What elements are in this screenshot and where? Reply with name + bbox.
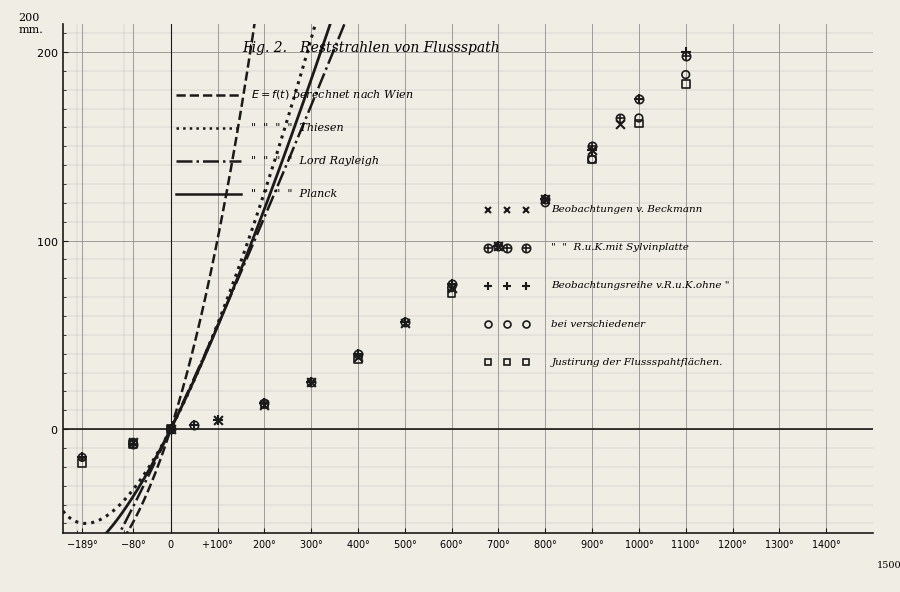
Point [187, 420, 202, 430]
Point [211, 415, 225, 424]
Point [211, 415, 225, 424]
Point [445, 279, 459, 289]
Point [126, 439, 140, 449]
Point [304, 377, 319, 387]
Point [257, 400, 272, 409]
Point [164, 424, 178, 434]
Text: "  "  "  "  Planck: " " " " Planck [251, 189, 338, 200]
Point [398, 317, 412, 326]
Point [585, 145, 599, 155]
Point [491, 242, 506, 251]
Point [538, 198, 553, 208]
Point [585, 155, 599, 164]
Text: 1500: 1500 [877, 561, 900, 570]
Point [126, 437, 140, 447]
Point [351, 349, 365, 358]
Text: "  "  "  "  Thiesen: " " " " Thiesen [251, 123, 344, 133]
Point [398, 318, 412, 328]
Text: Beobachtungen v. Beckmann: Beobachtungen v. Beckmann [552, 205, 703, 214]
Point [75, 453, 89, 462]
Point [491, 242, 506, 251]
Point [351, 355, 365, 364]
Point [126, 437, 140, 447]
Text: Justirung der Flussspahtflächen.: Justirung der Flussspahtflächen. [552, 358, 723, 367]
Point [632, 94, 646, 104]
Point [351, 353, 365, 362]
Text: bei verschiedener: bei verschiedener [552, 320, 645, 329]
Point [164, 424, 178, 434]
Text: Fig. 2.   Reststrahlen von Flussspath: Fig. 2. Reststrahlen von Flussspath [242, 41, 500, 56]
Point [679, 70, 693, 79]
Point [679, 47, 693, 57]
Point [613, 119, 627, 128]
Point [257, 400, 272, 409]
Text: 200
mm.: 200 mm. [19, 14, 43, 35]
Point [632, 119, 646, 128]
Point [585, 155, 599, 164]
Point [164, 424, 178, 434]
Point [445, 283, 459, 292]
Point [632, 113, 646, 123]
Point [75, 458, 89, 468]
Point [445, 283, 459, 292]
Point [585, 145, 599, 155]
Text: "  "  R.u.K.mit Sylvinplatte: " " R.u.K.mit Sylvinplatte [552, 243, 689, 252]
Point [304, 377, 319, 387]
Point [538, 194, 553, 204]
Point [126, 439, 140, 449]
Point [164, 424, 178, 434]
Text: $E = f(t)$ berechnet nach Wien: $E = f(t)$ berechnet nach Wien [251, 88, 414, 101]
Point [679, 79, 693, 89]
Point [445, 288, 459, 298]
Text: "  "  "  "  Lord Rayleigh: " " " " Lord Rayleigh [251, 156, 379, 166]
Point [75, 453, 89, 462]
Point [257, 398, 272, 407]
Text: Beobachtungsreihe v.R.u.K.ohne ": Beobachtungsreihe v.R.u.K.ohne " [552, 281, 730, 291]
Point [538, 194, 553, 204]
